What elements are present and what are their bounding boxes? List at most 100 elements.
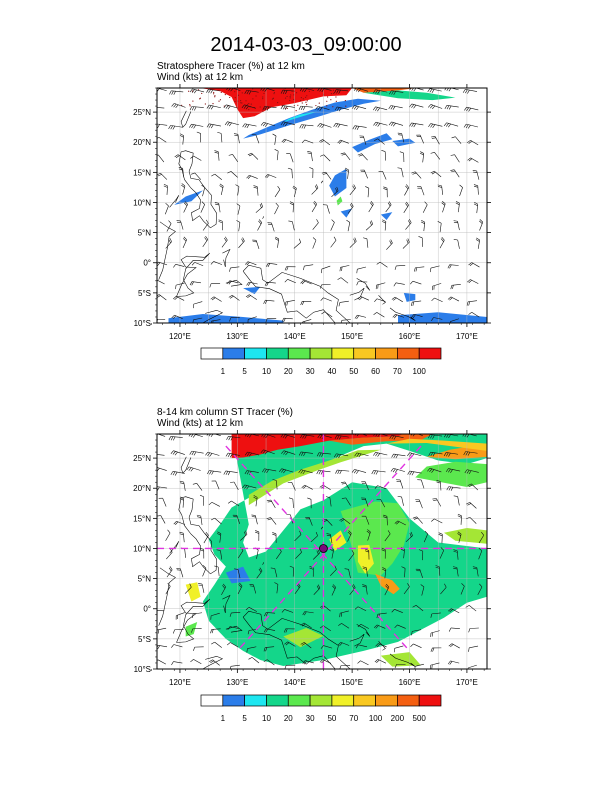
texture-dot xyxy=(246,103,249,106)
wind-barb xyxy=(462,89,478,94)
wind-barb xyxy=(295,548,302,559)
wind-barb xyxy=(439,236,445,249)
texture-dot xyxy=(286,107,288,110)
texture-dot xyxy=(248,102,250,105)
texture-dot xyxy=(315,104,317,107)
x-tick-label: 170°E xyxy=(456,332,478,341)
wind-barb xyxy=(339,518,351,525)
wind-barb xyxy=(457,513,462,525)
wind-barb xyxy=(171,644,183,648)
texture-dot xyxy=(320,85,321,86)
texture-dot xyxy=(252,88,254,90)
wind-barb xyxy=(437,221,442,233)
texture-dot xyxy=(263,92,265,95)
wind-barb xyxy=(443,122,459,128)
wind-barb xyxy=(299,124,314,129)
wind-barb xyxy=(236,203,241,215)
wind-barb xyxy=(448,608,460,614)
wind-barb xyxy=(242,484,257,490)
wind-barb xyxy=(206,123,221,129)
wind-barb xyxy=(281,317,293,323)
wind-barb xyxy=(443,452,459,457)
tracer-blue-south xyxy=(168,314,284,323)
texture-dot xyxy=(240,100,242,102)
wind-barb xyxy=(253,495,258,507)
wind-barb xyxy=(450,169,460,178)
wind-barb xyxy=(472,566,479,577)
colorbar-box xyxy=(397,694,420,707)
wind-barb xyxy=(394,664,406,669)
wind-barb xyxy=(316,452,332,457)
wind-barb xyxy=(166,220,172,232)
wind-barb xyxy=(334,435,349,440)
wind-barb xyxy=(450,154,460,163)
wind-barb xyxy=(452,566,459,577)
colorbar-box xyxy=(287,694,311,707)
wind-barb xyxy=(253,185,259,196)
wind-barb xyxy=(437,184,444,195)
y-tick-label: 5°S xyxy=(138,635,151,644)
wind-barb xyxy=(412,516,423,524)
wind-barb xyxy=(478,547,483,560)
wind-barb xyxy=(321,171,332,180)
wind-barb xyxy=(383,186,388,198)
wind-barb xyxy=(199,547,205,559)
tracer-green-region xyxy=(202,434,487,666)
wind-barb xyxy=(410,280,422,285)
wind-barb xyxy=(289,565,294,577)
wind-barb xyxy=(300,300,312,306)
wind-barb xyxy=(219,183,224,195)
wind-barb xyxy=(245,261,257,266)
texture-dot xyxy=(271,98,274,100)
wind-barb xyxy=(312,237,317,249)
wind-barb xyxy=(321,265,331,274)
y-tick-label: 5°S xyxy=(138,289,151,298)
coastline xyxy=(225,625,243,633)
coastline xyxy=(169,195,180,208)
wind-barb xyxy=(337,139,349,144)
wind-barb xyxy=(263,628,276,633)
texture-dot xyxy=(344,100,346,102)
wind-barb xyxy=(319,284,331,289)
colorbar-box xyxy=(375,694,398,707)
wind-barb xyxy=(163,183,168,195)
y-tick-label: 5°N xyxy=(138,229,152,238)
wind-barb xyxy=(466,300,478,306)
wind-barb xyxy=(403,583,410,595)
wind-barb xyxy=(174,154,186,161)
texture-dot xyxy=(213,93,215,95)
wind-barb xyxy=(214,565,220,576)
wind-barb xyxy=(274,582,279,594)
tracer-blue-filament xyxy=(243,98,381,139)
wind-barb xyxy=(376,498,386,508)
wind-barb xyxy=(191,628,202,633)
wind-barb xyxy=(468,312,480,318)
y-tick-label: 0° xyxy=(143,259,151,268)
wind-barb xyxy=(301,139,314,144)
wind-barb xyxy=(439,547,445,559)
wind-barb xyxy=(233,133,240,144)
texture-dot xyxy=(333,92,335,95)
texture-dot xyxy=(306,100,308,102)
coastline xyxy=(349,633,365,647)
wind-barb xyxy=(355,644,368,649)
wind-barb xyxy=(247,152,259,160)
wind-barb xyxy=(230,481,239,491)
wind-barb xyxy=(381,219,387,231)
wind-barb xyxy=(415,568,423,578)
wind-barb xyxy=(313,584,321,595)
wind-barb xyxy=(298,105,313,111)
colorbar-box xyxy=(266,694,289,707)
wind-barb xyxy=(217,131,223,143)
wind-barb xyxy=(157,610,165,612)
wind-barb xyxy=(393,645,404,653)
wind-barb xyxy=(221,236,228,248)
wind-barb xyxy=(397,167,404,178)
wind-barb xyxy=(376,261,388,268)
wind-barb xyxy=(202,565,207,577)
wind-barb xyxy=(168,436,183,441)
wind-barb xyxy=(292,185,297,198)
wind-barb xyxy=(402,238,410,249)
tracer-blue-patch-5 xyxy=(380,212,393,220)
